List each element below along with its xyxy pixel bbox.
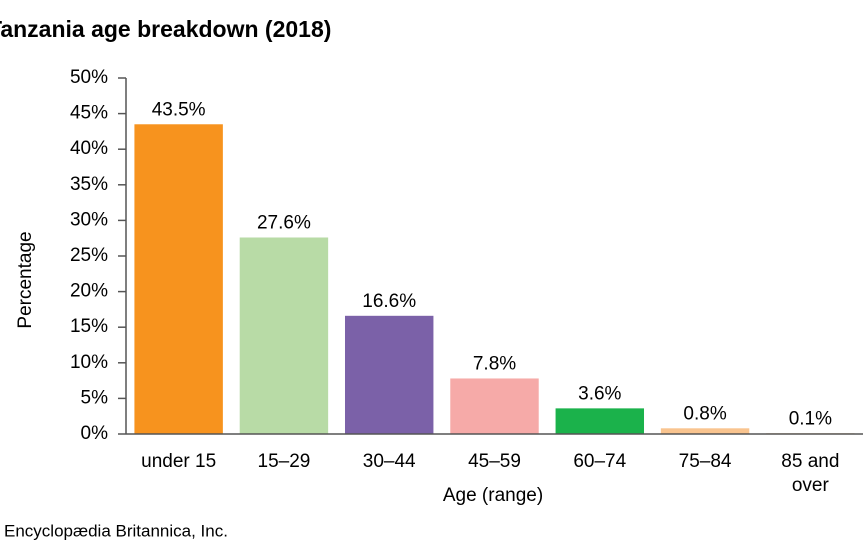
y-tick-label: 25% [70,245,108,266]
x-axis-label: Age (range) [443,485,543,506]
chart-title: Tanzania age breakdown (2018) [0,16,331,42]
value-label: 3.6% [578,383,621,404]
y-tick-label: 50% [70,67,108,88]
value-label: 43.5% [152,99,206,120]
y-tick-label: 5% [81,387,109,408]
x-tick-label: 75–84 [679,451,732,472]
y-tick-label: 15% [70,316,108,337]
bar [134,124,223,434]
bar [660,428,750,434]
x-tick-label: 30–44 [363,451,416,472]
source: Encyclopædia Britannica, Inc. [4,521,228,540]
bar [555,408,645,434]
x-tick-label: under 15 [141,451,216,472]
y-tick-label: 30% [70,209,108,230]
value-label: 0.1% [789,408,832,429]
y-tick-label: 0% [81,423,109,444]
x-tick-label: 15–29 [258,451,311,472]
y-tick-label: 35% [70,174,108,195]
value-label: 0.8% [683,403,726,424]
value-label: 16.6% [362,291,416,312]
x-tick-label: 85 and over [781,451,839,496]
x-tick-label: 60–74 [573,451,626,472]
bar [344,315,434,434]
value-label: 7.8% [473,353,516,374]
bar [450,378,539,434]
x-tick-label: 45–59 [468,451,521,472]
y-tick-label: 10% [70,352,108,373]
bar [239,237,329,434]
y-tick-label: 45% [70,103,108,124]
y-tick-label: 40% [70,138,108,159]
y-axis-label: Percentage [15,231,36,328]
y-tick-label: 20% [70,281,108,302]
value-label: 27.6% [257,213,311,234]
